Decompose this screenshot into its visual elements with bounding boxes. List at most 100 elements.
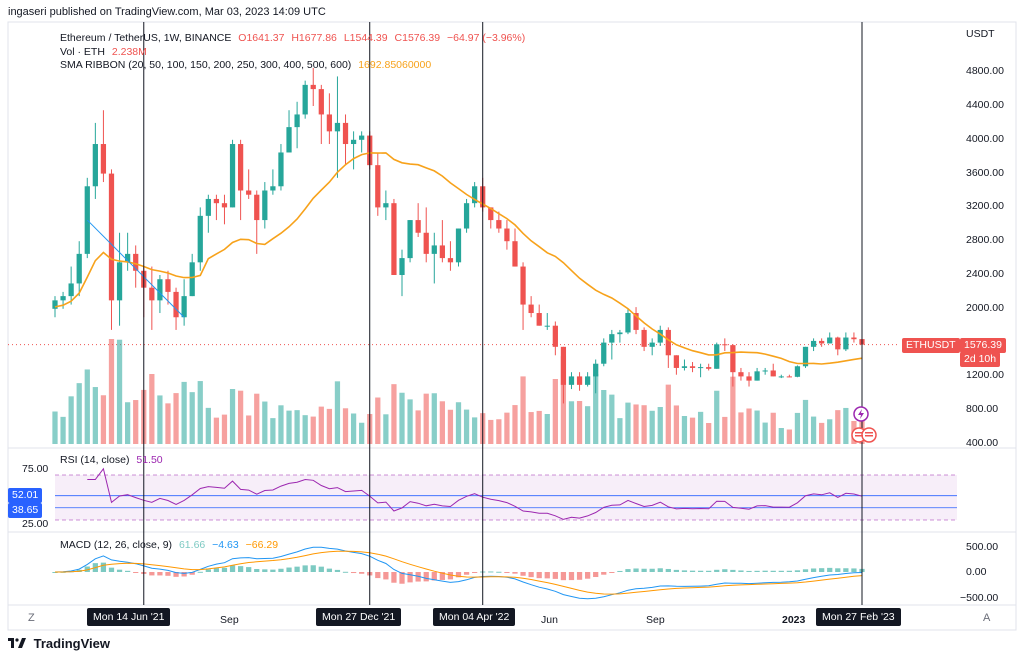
grid [8,344,1016,606]
macd-hist-bar [673,569,680,572]
candle-body [439,245,445,259]
macd-hist-bar [706,570,712,572]
flag-icon[interactable] [851,427,877,443]
legend-sma-label: SMA RIBBON (20, 50, 100, 150, 200, 250, … [60,59,352,71]
candle-body [375,165,381,208]
macd-hist-bar [423,572,429,582]
candle-body [205,198,211,216]
volume-bar [84,369,90,444]
candle-body [423,232,429,254]
candle-body [68,283,74,297]
candle-body [262,190,268,221]
candle-body [697,367,704,369]
price-tick-3: 3600.00 [966,166,1004,179]
candle-body [133,253,139,271]
macd-hist-bar [100,562,107,572]
candle-body [310,84,316,90]
candle-body [810,340,817,347]
candle-body [350,139,357,145]
macd-hist-bar [149,572,155,576]
macd-hist-bar [786,570,792,572]
macd-hist-bar [447,572,454,580]
candle-body [584,376,591,385]
volume-bar [60,416,66,444]
volume-bar [754,410,760,444]
volume-bar [463,409,470,444]
legend-close: C1576.39 [394,32,441,44]
candle-body [399,258,405,275]
legend-low: L1544.39 [343,32,388,44]
volume-bar [496,419,502,444]
volume-bar [730,376,736,444]
candle-body [714,344,720,369]
macd-hist-bar [762,570,768,572]
volume-bar [76,383,82,444]
macd-hist-bar [205,569,211,572]
macd-hist-bar [302,565,308,572]
volume-bar [472,417,478,444]
volume-bar [625,402,631,444]
volume-bar [835,410,841,444]
zoom-corner-button[interactable]: Z [28,612,35,624]
macd-hist-bar [738,570,744,572]
macd-hist-bar [770,570,776,572]
volume-bar [609,394,615,444]
legend-vol-value: 2.238M [111,46,147,58]
macd-hist-bar [512,572,518,574]
volume-bar [286,410,292,444]
macd-hist-bar [851,568,857,572]
price-tick-10: 400.00 [966,437,999,449]
volume-bar [399,392,405,444]
price-tick-6: 2400.00 [966,268,1004,280]
volume-bar [407,399,413,444]
candle-body [488,207,494,221]
volume-bar [125,402,131,444]
legend-ohlc: Ethereum / TetherUS, 1W, BINANCE O1641.3… [60,32,529,44]
volume-bar [673,405,680,444]
volume-bar [383,414,389,444]
price-tag-symbol: ETHUSDT [902,338,960,353]
legend-rsi: RSI (14, close) 51.50 [60,454,167,466]
rsi-tick-75: 75.00 [22,463,49,475]
volume-bar [593,374,599,444]
volume-bar [262,401,268,444]
candle-body [173,291,179,318]
volume-bar [552,379,558,444]
macd-tick-500: 500.00 [966,541,999,553]
price-tick-2: 4000.00 [966,132,1004,145]
volume-bar [116,339,123,444]
volume-bar [722,416,728,444]
macd-hist-bar [681,570,688,572]
volume-bar [843,407,849,444]
volume-bar [827,419,833,444]
trendline [86,219,185,318]
time-label-sep-21: Sep [220,614,239,626]
macd-hist-bar [108,567,115,572]
candle-body [609,334,615,343]
auto-scale-button[interactable]: A [983,612,991,624]
macd-hist-bar [375,572,381,579]
candle-body [472,186,478,204]
macd-hist-bar [730,569,736,572]
volume-bar [100,395,107,444]
price-tag-value: 1576.39 [960,338,1006,353]
legend-macd-signal: −66.29 [245,539,279,551]
volume-bar [342,408,349,444]
macd-hist-bar [697,570,704,572]
candle-body [447,258,454,263]
candle-body [181,296,187,318]
volume-bar [92,387,98,444]
candle-body [149,287,155,301]
candle-body [318,89,324,115]
legend-sma: SMA RIBBON (20, 50, 100, 150, 200, 250, … [60,59,435,71]
lightning-icon[interactable] [853,406,869,422]
macd-hist-bar [350,572,357,574]
candle-body [221,203,228,208]
volume-bar [423,393,429,444]
volume-bar [294,410,300,444]
time-label-2023: 2023 [782,614,806,626]
volume-bar [157,395,163,444]
volume-bar [689,417,696,444]
